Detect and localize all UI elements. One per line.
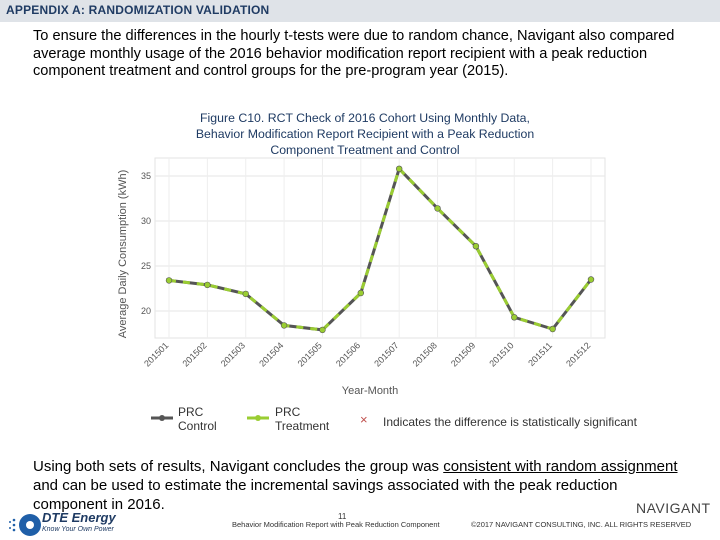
copyright-notice: ©2017 NAVIGANT CONSULTING, INC. ALL RIGH… xyxy=(471,520,692,529)
figure-title: Figure C10. RCT Check of 2016 Cohort Usi… xyxy=(140,110,590,158)
y-tick-label: 20 xyxy=(141,306,151,316)
x-tick-label: 201501 xyxy=(142,340,170,368)
data-point-treatment xyxy=(358,290,364,296)
footer-report-name: Behavior Modification Report with Peak R… xyxy=(232,520,440,529)
conclusion-underlined: consistent with random assignment xyxy=(443,458,678,475)
data-point-treatment xyxy=(588,276,594,283)
x-tick-label: 201508 xyxy=(411,340,439,368)
x-tick-label: 201511 xyxy=(526,340,554,368)
data-point-treatment xyxy=(204,282,210,288)
figure-title-line: Behavior Modification Report Recipient w… xyxy=(195,127,535,141)
x-tick-label: 201507 xyxy=(372,340,400,368)
data-point-treatment xyxy=(396,166,402,172)
x-tick-label: 201512 xyxy=(564,340,592,368)
x-tick-label: 201509 xyxy=(449,340,477,368)
dte-logo-tagline: Know Your Own Power xyxy=(42,526,114,533)
data-point-treatment xyxy=(550,326,556,332)
legend-control-label-1: PRC xyxy=(178,405,204,419)
legend-significance-label: Indicates the difference is statisticall… xyxy=(383,415,637,429)
legend-treatment: PRC Treatment xyxy=(275,405,329,433)
x-tick-label: 201503 xyxy=(219,340,247,368)
figure-title-line: Figure C10. RCT Check of 2016 Cohort Usi… xyxy=(200,111,530,125)
legend-significance-marker: × xyxy=(360,412,368,427)
section-title: APPENDIX A: RANDOMIZATION VALIDATION xyxy=(6,3,270,17)
data-point-treatment xyxy=(281,322,287,328)
monthly-consumption-chart: 20 25 30 35 201501 201502 201503 201504 201505 20… xyxy=(117,157,606,397)
figure-title-line: Component Treatment and Control xyxy=(270,143,460,157)
y-tick-label: 30 xyxy=(141,216,151,226)
legend-treatment-label-1: PRC xyxy=(275,405,301,419)
page-number: 11 xyxy=(338,512,347,521)
legend-control-label-2: Control xyxy=(178,419,217,433)
y-tick-label: 25 xyxy=(141,261,151,271)
intro-paragraph: To ensure the differences in the hourly … xyxy=(33,28,675,79)
legend-control: PRC Control xyxy=(178,405,217,433)
legend-control-swatch xyxy=(151,415,173,421)
legend-treatment-label-2: Treatment xyxy=(275,419,330,433)
data-point-treatment xyxy=(511,314,517,320)
conclusion-text-end: and can be used to estimate the incremen… xyxy=(33,477,618,513)
x-tick-label: 201504 xyxy=(257,340,285,368)
navigant-logo: NAVIGANT xyxy=(636,500,711,516)
x-tick-label: 201506 xyxy=(334,340,362,368)
x-tick-label: 201502 xyxy=(180,340,208,368)
data-point-treatment xyxy=(243,291,249,297)
data-point-treatment xyxy=(166,277,172,283)
header-bar: APPENDIX A: RANDOMIZATION VALIDATION xyxy=(0,0,720,22)
data-point-treatment xyxy=(473,243,479,249)
dte-logo-icon xyxy=(9,514,41,536)
y-axis-title: Average Daily Consumption (kWh) xyxy=(117,170,129,339)
conclusion-text: Using both sets of results, Navigant con… xyxy=(33,458,444,475)
conclusion-paragraph: Using both sets of results, Navigant con… xyxy=(33,457,693,514)
y-tick-label: 35 xyxy=(141,171,151,181)
data-point-treatment xyxy=(434,205,441,211)
dte-logo-name: DTE Energy xyxy=(42,510,116,525)
data-point-treatment xyxy=(319,327,326,333)
plot-panel xyxy=(154,157,606,339)
x-tick-label: 201510 xyxy=(487,340,515,368)
x-axis-title: Year-Month xyxy=(342,385,398,397)
legend-treatment-swatch xyxy=(247,415,269,421)
x-tick-label: 201505 xyxy=(296,340,324,368)
series-line-treatment xyxy=(168,165,593,332)
